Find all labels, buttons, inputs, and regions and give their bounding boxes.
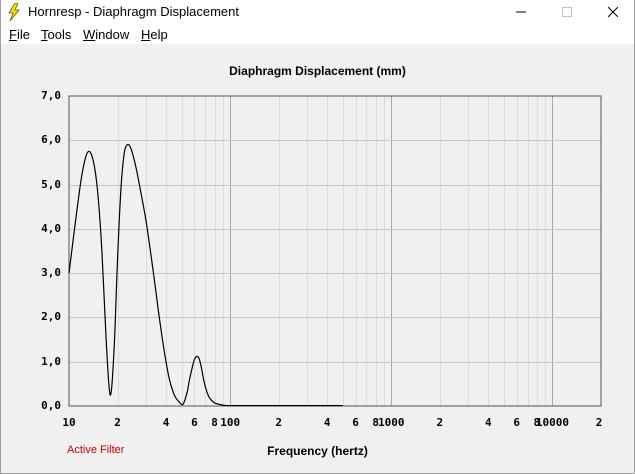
y-tick-label: 3,0 <box>41 266 61 280</box>
y-tick-label: 6,0 <box>41 133 61 147</box>
menu-window[interactable]: Window <box>83 27 130 42</box>
y-tick-label: 4,0 <box>41 221 61 235</box>
x-tick-label: 10000 <box>535 416 570 429</box>
x-tick-label: 2 <box>595 416 603 429</box>
x-axis-label: Frequency (hertz) <box>267 444 368 458</box>
x-tick-label: 8 <box>533 416 541 429</box>
x-tick-label: 2 <box>114 416 121 429</box>
x-tick-label: 8 <box>211 416 218 429</box>
y-tick-label: 7,0 <box>41 89 61 102</box>
plot-canvas[interactable] <box>1 44 634 473</box>
series-line <box>68 143 343 407</box>
lightning-icon <box>8 3 20 21</box>
active-filter-label[interactable]: Active Filter <box>67 444 125 456</box>
menu-help[interactable]: Help <box>141 27 168 42</box>
menu-tools[interactable]: Tools <box>41 27 72 42</box>
chart-area: Diaphragm Displacement (mm) 0,0 1,0 2,0 3,0… <box>1 44 634 473</box>
x-tick-label: 2 <box>436 416 444 429</box>
x-tick-label: 6 <box>513 416 521 429</box>
y-tick-label: 2,0 <box>41 310 61 324</box>
window-title: Hornresp - Diaphragm Displacement <box>28 4 239 19</box>
y-tick-label: 5,0 <box>41 177 61 191</box>
x-tick-label: 4 <box>162 416 170 429</box>
menu-file[interactable]: File <box>9 27 30 42</box>
y-tick-label: 1,0 <box>41 354 61 368</box>
maximize-icon <box>562 7 572 17</box>
chart-title: Diaphragm Displacement (mm) <box>229 64 406 78</box>
maximize-button[interactable] <box>544 0 590 24</box>
minimize-button[interactable] <box>498 0 544 24</box>
x-tick-label: 1000 <box>378 416 405 429</box>
minimize-icon <box>516 11 526 13</box>
y-tick-label: 0,0 <box>41 399 61 412</box>
x-tick-label: 6 <box>352 416 359 429</box>
close-icon <box>608 7 618 17</box>
menu-bar: File Tools Window Help <box>1 24 634 44</box>
x-tick-label: 2 <box>275 416 282 429</box>
plot-frame <box>68 95 602 407</box>
x-tick-label: 8 <box>372 416 380 429</box>
x-tick-label: 4 <box>485 416 492 429</box>
x-tick-label: 6 <box>191 416 198 429</box>
x-tick-label: 10 <box>62 416 76 429</box>
x-tick-label: 4 <box>323 416 331 429</box>
title-bar[interactable]: Hornresp - Diaphragm Displacement <box>1 0 634 24</box>
close-button[interactable] <box>590 0 635 24</box>
x-tick-label: 100 <box>220 416 241 429</box>
